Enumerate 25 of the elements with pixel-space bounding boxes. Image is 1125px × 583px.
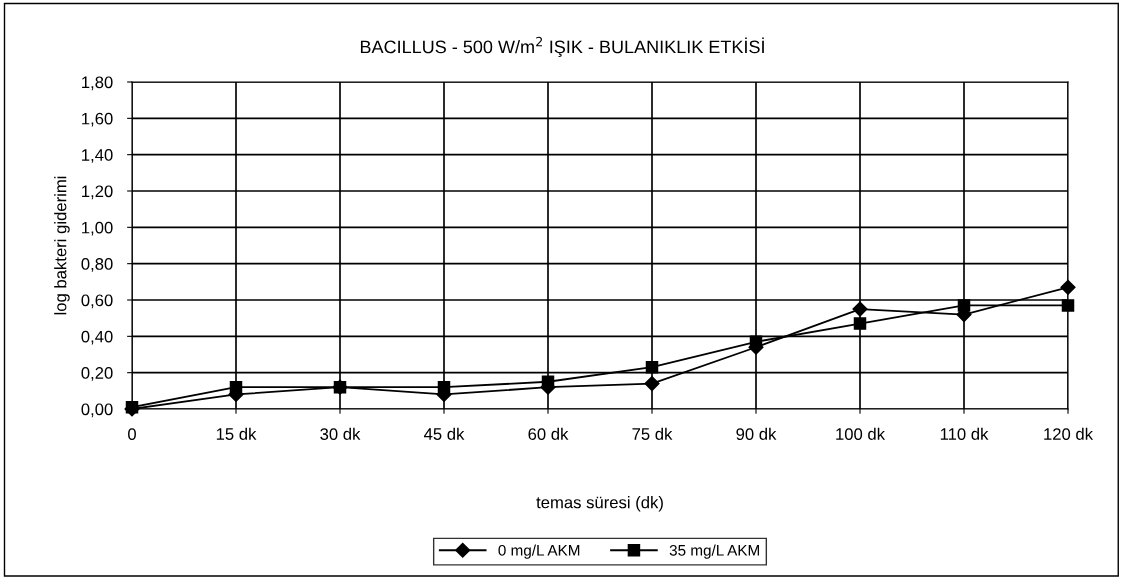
chart-title: BACILLUS - 500 W/m$^{2}$ IŞIK - BULANIKLIK ETKİSİ bbox=[360, 36, 764, 57]
legend-label: 0 mg/L AKM bbox=[498, 544, 580, 559]
y-tick-label: 0,80 bbox=[81, 258, 113, 272]
y-axis-title: log bakteri giderimi bbox=[54, 176, 70, 315]
x-tick-label: 120 dk bbox=[1044, 427, 1094, 440]
x-tick-label: 15 dk bbox=[216, 427, 257, 440]
x-tick-label: 45 dk bbox=[424, 427, 465, 440]
x-tick-label: 100 dk bbox=[836, 427, 886, 440]
y-tick-label: 0,60 bbox=[81, 294, 113, 309]
y-tick-label: 0,20 bbox=[81, 367, 113, 381]
y-tick-label: 0,00 bbox=[81, 403, 113, 418]
legend-label: 35 mg/L AKM bbox=[669, 544, 759, 559]
y-tick-label: 1,60 bbox=[82, 112, 113, 127]
y-tick-label: 1,20 bbox=[82, 185, 113, 200]
x-tick-label: 0 bbox=[128, 428, 136, 440]
x-tick-label: 75 dk bbox=[632, 427, 673, 440]
y-tick-label: 1,80 bbox=[82, 76, 113, 91]
x-axis-title: temas süresi (dk) bbox=[536, 496, 663, 512]
x-tick-label: 30 dk bbox=[320, 427, 361, 440]
x-tick-label: 90 dk bbox=[736, 427, 777, 440]
x-tick-label: 60 dk bbox=[528, 427, 569, 440]
y-tick-label: 0,40 bbox=[81, 330, 113, 345]
x-tick-label: 110 dk bbox=[940, 427, 989, 440]
y-tick-label: 1,00 bbox=[82, 221, 113, 236]
y-tick-label: 1,40 bbox=[82, 149, 113, 163]
